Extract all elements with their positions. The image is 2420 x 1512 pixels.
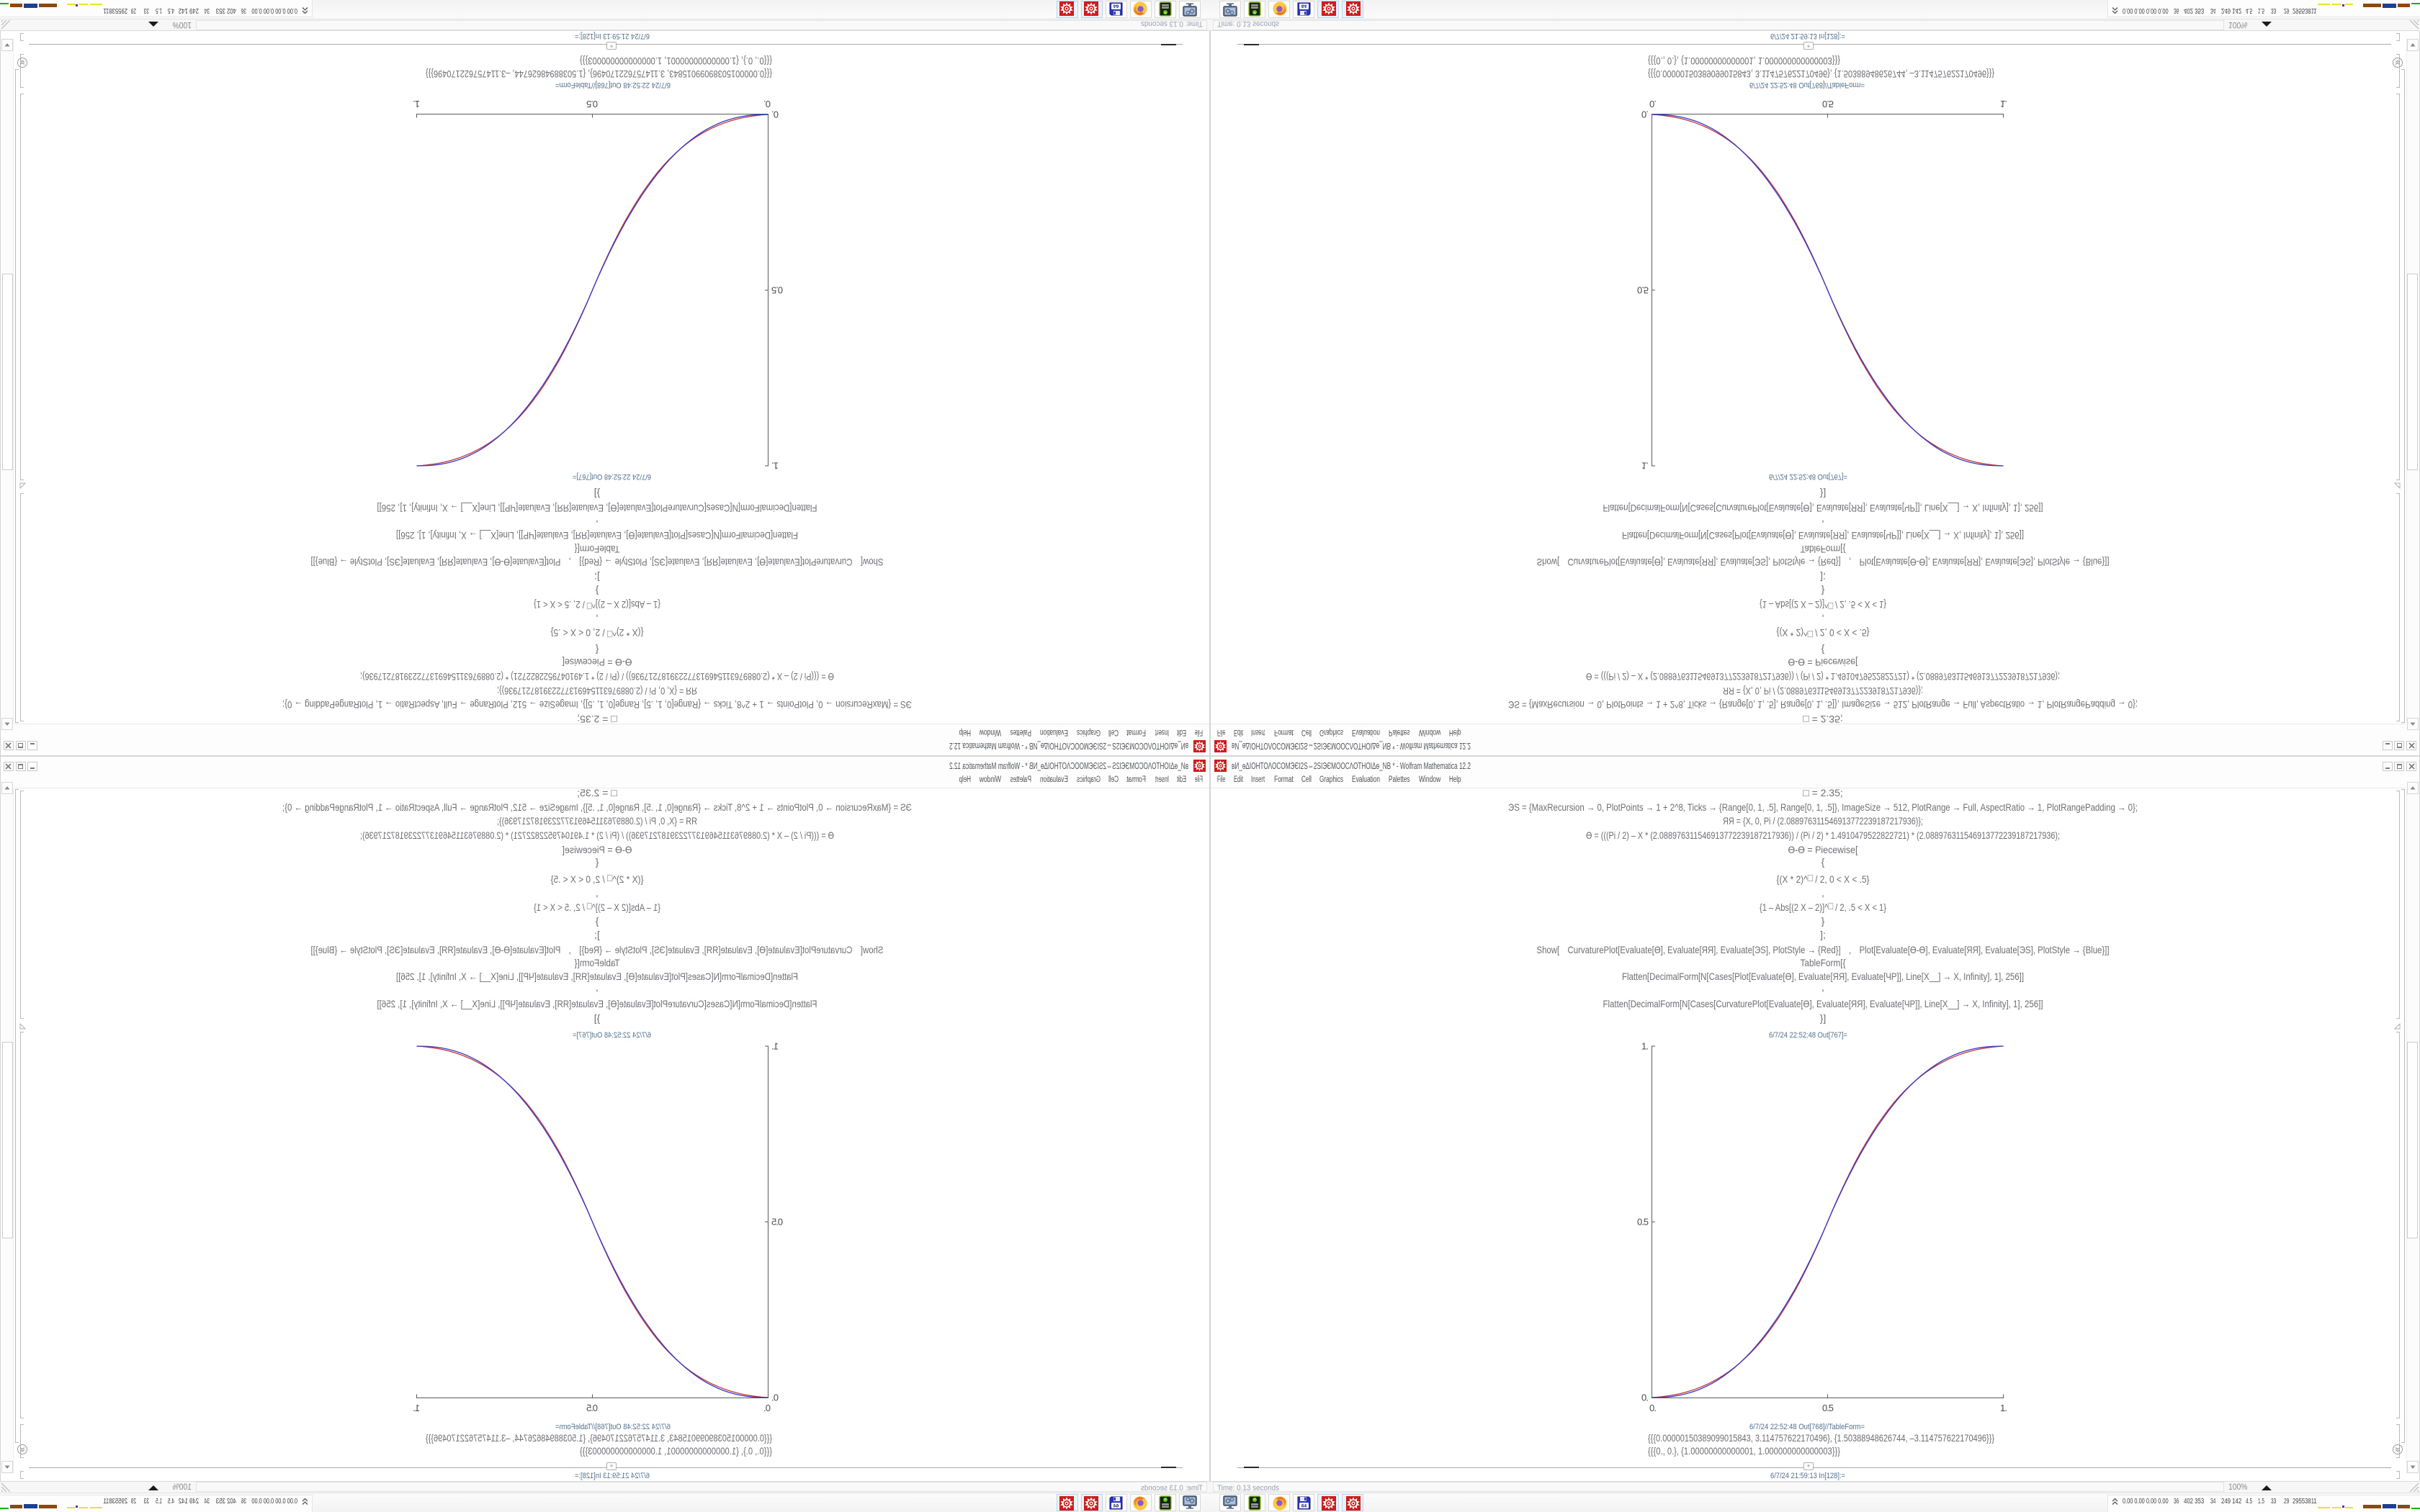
svg-text:1.: 1. [413, 99, 420, 109]
svg-text:0.: 0. [763, 1403, 771, 1413]
svg-text:0.: 0. [763, 99, 771, 109]
svg-text:0.5: 0.5 [1822, 1403, 1834, 1413]
svg-text:1.: 1. [1641, 1041, 1649, 1052]
svg-text:64: 64 [1301, 1504, 1307, 1509]
svg-text:0.5: 0.5 [771, 1217, 783, 1228]
svg-text:0.5: 0.5 [586, 99, 598, 109]
svg-text:0.5: 0.5 [1822, 99, 1834, 109]
svg-text:0.: 0. [1649, 1403, 1657, 1413]
svg-text:64: 64 [1113, 4, 1119, 9]
svg-text:0.5: 0.5 [1637, 1217, 1649, 1228]
svg-text:64: 64 [1301, 4, 1307, 9]
svg-text:1.: 1. [413, 1403, 420, 1413]
svg-text:0.5: 0.5 [586, 1403, 598, 1413]
svg-text:1.: 1. [2000, 1403, 2007, 1413]
svg-text:0.: 0. [1641, 1392, 1649, 1403]
svg-text:0.: 0. [771, 109, 779, 120]
svg-text:1.: 1. [2000, 99, 2007, 109]
svg-text:0.: 0. [771, 1392, 779, 1403]
svg-text:0.5: 0.5 [1637, 285, 1649, 296]
svg-text:1.: 1. [771, 461, 779, 472]
svg-text:1.: 1. [771, 1041, 779, 1052]
svg-text:64: 64 [1113, 1504, 1119, 1509]
svg-text:1.: 1. [1641, 461, 1649, 472]
svg-text:0.: 0. [1649, 99, 1657, 109]
svg-text:0.5: 0.5 [771, 285, 783, 296]
svg-text:0.: 0. [1641, 109, 1649, 120]
